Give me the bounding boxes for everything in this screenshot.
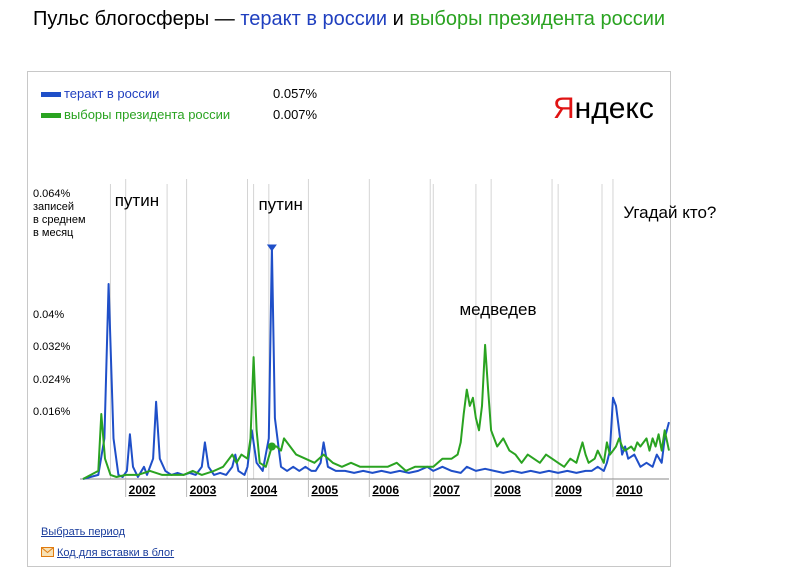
embed-code-link[interactable]: Код для вставки в блог [41, 547, 174, 559]
x-tick-label[interactable]: 2007 [433, 483, 460, 497]
legend-item-terror[interactable]: теракт в россии [41, 86, 159, 101]
title-term2: выборы президента россии [409, 8, 666, 30]
x-tick-label[interactable]: 2009 [555, 483, 582, 497]
logo-rest: ндекс [574, 92, 654, 125]
legend-label-elections: выборы президента россии [64, 107, 231, 122]
legend-value-terror: 0.057% [273, 86, 318, 101]
legend-value-elections: 0.007% [273, 107, 318, 122]
series-marker-elections[interactable] [267, 442, 276, 451]
y-tick-label: 0.04% [33, 308, 65, 321]
series-marker-terror[interactable] [266, 244, 277, 252]
annotation-putin-1: путин [114, 190, 160, 210]
legend-label-terror: теракт в россии [64, 86, 160, 101]
y-label-line: в среднем [33, 214, 86, 226]
page-title: Пульс блогосферы — теракт в россии и выб… [33, 8, 665, 31]
chart-frame [27, 71, 671, 567]
y-axis-label: 0.064% записей в среднем в месяц [33, 188, 86, 240]
title-term1: теракт в россии [240, 8, 388, 30]
annotation-medvedev: медведев [459, 300, 537, 320]
y-label-line: 0.064% [33, 188, 71, 200]
x-tick-label[interactable]: 2008 [494, 483, 521, 497]
legend-swatch-elections [41, 113, 61, 119]
x-tick-label[interactable]: 2010 [616, 483, 643, 497]
x-tick-label[interactable]: 2002 [129, 483, 156, 497]
y-label-line: в месяц [33, 227, 74, 239]
series-line-terror [82, 246, 670, 480]
y-tick-label: 0.016% [33, 406, 71, 418]
yandex-logo: Яндекс [553, 92, 654, 126]
y-tick-label: 0.024% [33, 373, 71, 386]
x-tick-label[interactable]: 2005 [311, 483, 338, 497]
annotation-guess-who: Угадай кто? [623, 202, 717, 222]
legend-swatch-terror [41, 92, 61, 98]
annotation-putin-2: путин [258, 194, 303, 214]
legend-item-elections[interactable]: выборы президента россии [41, 107, 230, 122]
x-tick-label[interactable]: 2006 [372, 483, 399, 497]
envelope-icon [41, 547, 54, 557]
logo-first-letter: Я [553, 92, 575, 125]
x-tick-label[interactable]: 2003 [190, 483, 217, 497]
title-prefix: Пульс блогосферы — [33, 8, 241, 30]
embed-code-label: Код для вставки в блог [57, 547, 175, 559]
series-line-elections [82, 343, 670, 480]
y-tick-label: 0.032% [33, 341, 71, 353]
y-label-line: записей [33, 201, 75, 213]
title-connector: и [387, 8, 410, 30]
x-tick-label[interactable]: 2004 [251, 483, 278, 497]
select-period-link[interactable]: Выбрать период [41, 526, 125, 538]
